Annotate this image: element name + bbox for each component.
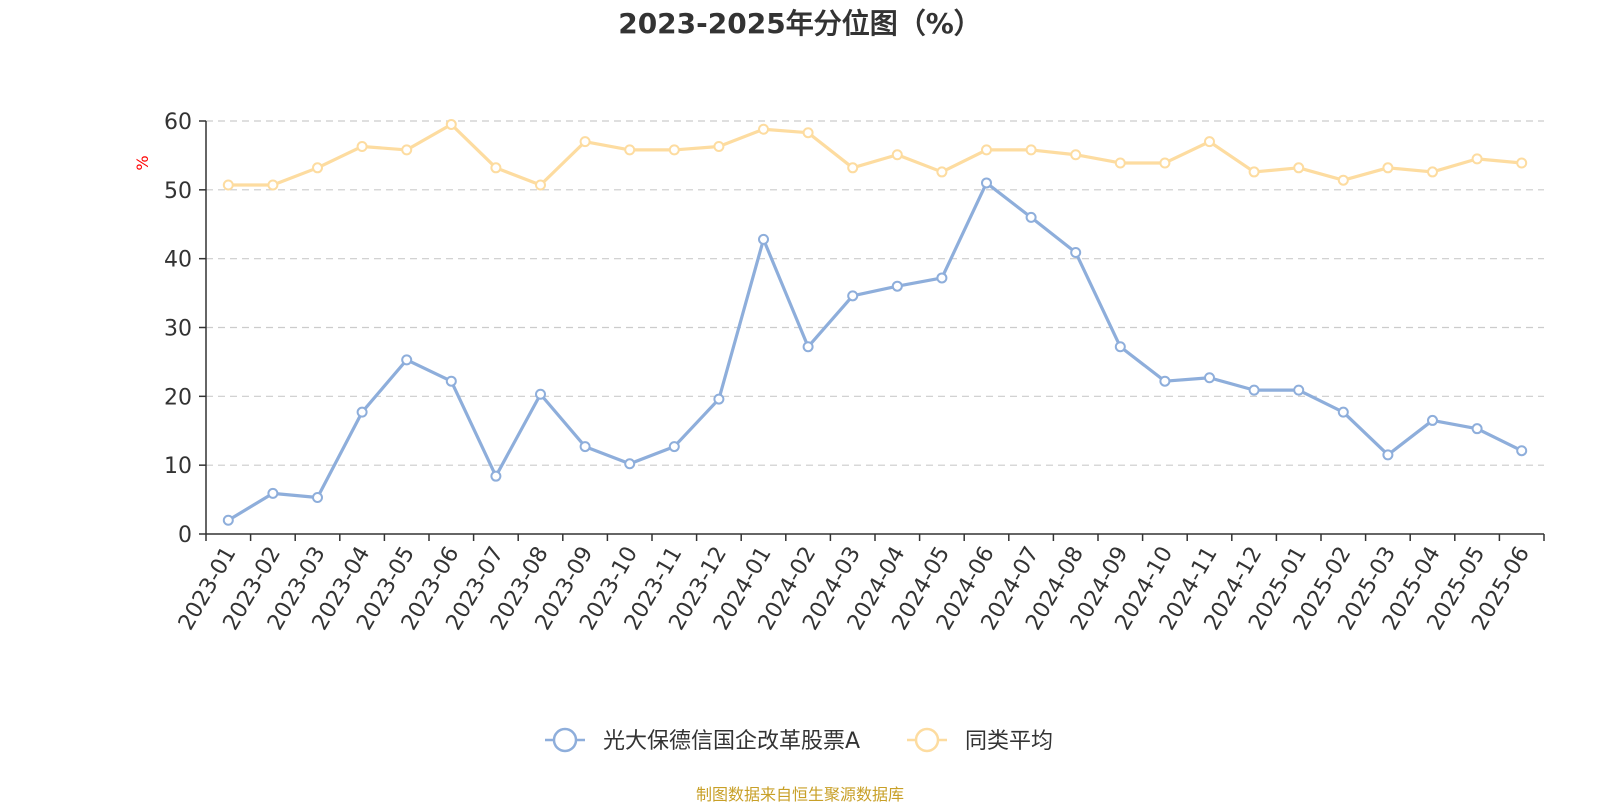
- data-point: [535, 179, 546, 191]
- data-point: [1382, 162, 1394, 174]
- y-tick-label: 0: [178, 523, 192, 548]
- data-point: [758, 123, 769, 135]
- data-point: [267, 179, 279, 191]
- data-point: [1204, 372, 1215, 384]
- data-point: [579, 136, 591, 148]
- data-point: [936, 166, 948, 178]
- data-point: [891, 149, 903, 161]
- y-axis-label: %: [133, 155, 152, 170]
- data-point: [713, 393, 725, 405]
- data-point: [1427, 414, 1438, 426]
- data-point: [356, 140, 368, 152]
- data-point: [668, 441, 680, 453]
- data-point: [401, 354, 413, 366]
- y-tick-label: 30: [164, 317, 192, 342]
- data-point: [847, 290, 859, 302]
- data-point: [1337, 406, 1349, 418]
- legend-marker-icon: [552, 727, 578, 753]
- data-point: [1382, 449, 1394, 461]
- data-point: [891, 280, 903, 292]
- data-point: [1516, 445, 1528, 457]
- grid-lines: [206, 120, 1544, 466]
- data-point: [1204, 136, 1215, 148]
- data-point: [847, 162, 859, 174]
- data-point: [1293, 384, 1305, 396]
- data-point: [445, 375, 457, 387]
- y-tick-label: 40: [164, 248, 192, 273]
- series-line: [228, 122, 1522, 187]
- data-point: [490, 470, 502, 482]
- data-point: [1516, 157, 1528, 169]
- data-point: [1293, 162, 1305, 174]
- data-point: [981, 144, 992, 156]
- data-point: [713, 140, 725, 152]
- data-point: [802, 341, 814, 353]
- data-point: [1471, 153, 1483, 165]
- data-point: [668, 144, 680, 156]
- y-tick-label: 10: [164, 454, 192, 479]
- legend-label: 光大保德信国企改革股票A: [603, 729, 860, 754]
- data-point: [445, 118, 457, 130]
- data-point: [535, 388, 546, 400]
- data-point: [312, 492, 323, 504]
- data-point: [1471, 423, 1483, 435]
- data-point: [401, 144, 413, 156]
- series-lines: [222, 118, 1528, 526]
- y-tick-label: 50: [164, 179, 192, 204]
- data-point: [936, 272, 948, 284]
- y-tick-label: 60: [164, 110, 192, 135]
- data-point: [312, 162, 323, 174]
- data-point: [758, 233, 769, 245]
- data-point: [1070, 246, 1082, 258]
- data-point: [981, 177, 992, 189]
- axes: 0102030405060%2023-012023-022023-032023-…: [133, 110, 1545, 635]
- data-point: [802, 127, 814, 139]
- data-point: [222, 179, 234, 191]
- data-point: [490, 162, 502, 174]
- data-point: [1025, 211, 1037, 223]
- data-point: [356, 406, 368, 418]
- data-point: [1248, 384, 1260, 396]
- data-point: [1025, 144, 1037, 156]
- data-point: [267, 487, 279, 499]
- data-point: [1070, 149, 1082, 161]
- legend: 光大保德信国企改革股票A 同类平均: [545, 727, 1053, 754]
- data-point: [1114, 341, 1126, 353]
- data-point: [1159, 157, 1171, 169]
- legend-label: 同类平均: [965, 729, 1053, 754]
- series-line: [227, 181, 1523, 522]
- data-point: [1114, 157, 1126, 169]
- source-note: 制图数据来自恒生聚源数据库: [695, 785, 904, 804]
- data-point: [1248, 166, 1260, 178]
- y-tick-label: 20: [164, 385, 192, 410]
- data-point: [624, 458, 636, 470]
- data-point: [222, 514, 234, 526]
- data-point: [1337, 174, 1349, 186]
- data-point: [1427, 166, 1438, 178]
- legend-marker-icon: [914, 727, 940, 753]
- data-point: [1159, 375, 1171, 387]
- chart-title: 2023-2025年分位图（%）: [618, 7, 982, 40]
- data-point: [579, 441, 591, 453]
- data-point: [624, 144, 636, 156]
